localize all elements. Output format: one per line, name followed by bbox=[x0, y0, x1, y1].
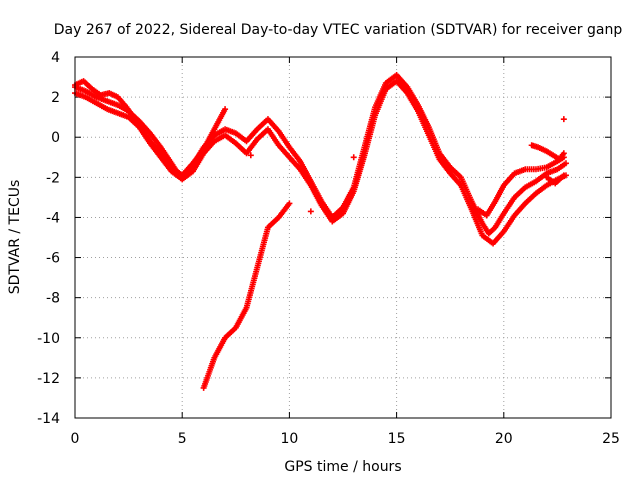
y-tick-label: 2 bbox=[51, 90, 60, 106]
series-satellite-track-c bbox=[72, 78, 229, 179]
tick-labels: 0 5 10 15 20 25 -14 -12 -10 -8 -6 -4 -2 0 2 4 bbox=[37, 50, 620, 447]
y-tick-label: -6 bbox=[46, 251, 60, 267]
series-satellite-track-e bbox=[475, 154, 567, 219]
data-point-marker bbox=[560, 150, 567, 157]
data-point-marker bbox=[307, 208, 314, 215]
data-point-marker bbox=[560, 116, 567, 123]
series-isolated-points bbox=[247, 116, 567, 215]
series-satellite-track-d bbox=[200, 200, 293, 391]
y-tick-label: -12 bbox=[37, 371, 60, 387]
data-point-marker bbox=[222, 106, 229, 113]
data-point-marker bbox=[361, 150, 368, 157]
y-axis-label: SDTVAR / TECUs bbox=[7, 180, 23, 295]
data-point-marker bbox=[350, 154, 357, 161]
series-satellite-track-g bbox=[543, 172, 567, 187]
y-tick-label: -2 bbox=[46, 170, 60, 186]
y-tick-label: -10 bbox=[37, 331, 60, 347]
y-tick-label: -14 bbox=[37, 411, 60, 427]
x-tick-label: 5 bbox=[178, 431, 187, 447]
x-tick-label: 10 bbox=[280, 431, 298, 447]
data-markers bbox=[72, 72, 569, 391]
y-tick-label: -4 bbox=[46, 210, 60, 226]
x-tick-label: 0 bbox=[71, 431, 80, 447]
series-satellite-track-f bbox=[528, 142, 567, 163]
grid bbox=[75, 57, 611, 418]
y-tick-label: 0 bbox=[51, 130, 60, 146]
x-tick-label: 25 bbox=[602, 431, 620, 447]
y-tick-label: -8 bbox=[46, 291, 60, 307]
x-axis-label: GPS time / hours bbox=[284, 459, 401, 475]
data-point-marker bbox=[247, 152, 254, 159]
data-point-marker bbox=[560, 172, 567, 179]
x-tick-label: 20 bbox=[495, 431, 513, 447]
data-point-marker bbox=[562, 160, 569, 167]
data-point-marker bbox=[286, 200, 293, 207]
x-tick-label: 15 bbox=[388, 431, 406, 447]
chart-title: Day 267 of 2022, Sidereal Day-to-day VTE… bbox=[54, 22, 623, 38]
series-satellite-track-b bbox=[72, 78, 569, 247]
y-tick-label: 4 bbox=[51, 50, 60, 66]
plot-border bbox=[74, 56, 612, 419]
